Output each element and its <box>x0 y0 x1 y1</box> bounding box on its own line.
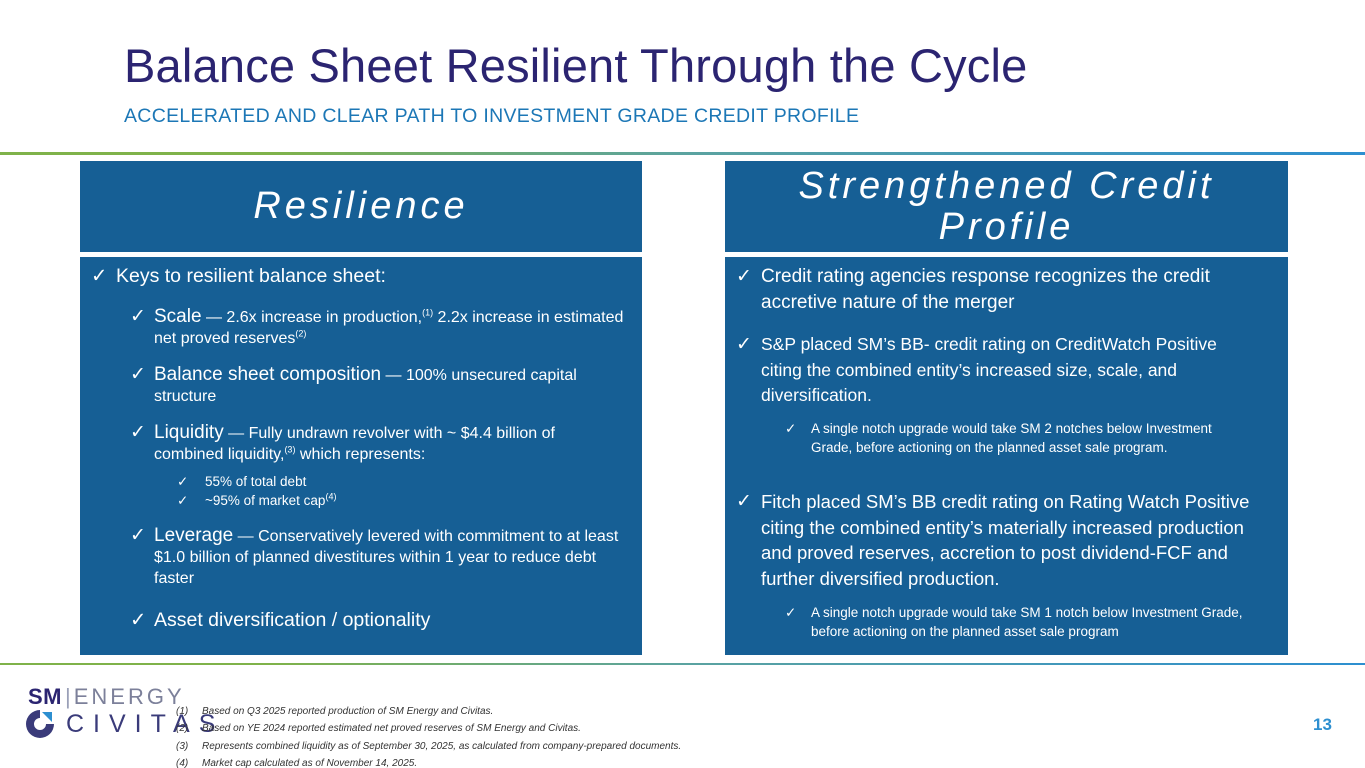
civitas-logo: CIVITAS <box>24 707 224 741</box>
sm-energy-logo: SM | ENERGY <box>28 684 185 710</box>
civitas-logo-text: CIVITAS <box>66 709 225 738</box>
top-divider <box>0 152 1365 155</box>
scale-text-b: 2.2x increase in estimated net proved re… <box>154 309 624 347</box>
page-number: 13 <box>1313 715 1332 734</box>
sp-sub-text: A single notch upgrade would take SM 2 n… <box>811 421 1212 455</box>
check-icon: ✓ <box>130 422 146 443</box>
footnote: (4) Market cap calculated as of November … <box>176 755 681 768</box>
check-icon: ✓ <box>130 306 146 327</box>
diversification-text: Asset diversification / optionality <box>154 609 431 631</box>
scale-head: Scale <box>154 306 202 327</box>
footnote-text: Represents combined liquidity as of Sept… <box>202 740 682 752</box>
check-icon: ✓ <box>736 334 752 355</box>
footnote-number: (4) <box>176 758 189 768</box>
resilience-heading: Resilience <box>80 161 642 252</box>
footnote: (3) Represents combined liquidity as of S… <box>176 738 681 755</box>
check-icon: ✓ <box>130 364 146 385</box>
liquidity-head: Liquidity <box>154 422 224 443</box>
footnote-text: Market cap calculated as of November 14,… <box>202 758 418 768</box>
sp-text: S&P placed SM’s BB- credit rating on Cre… <box>761 334 1217 405</box>
footnote-number: (2) <box>176 723 189 735</box>
check-icon: ✓ <box>736 266 752 287</box>
footnote-ref-1: (1) <box>422 307 434 318</box>
check-icon: ✓ <box>130 525 146 546</box>
footnotes: (1) Based on Q3 2025 reported production … <box>176 703 681 768</box>
agencies-text: Credit rating agencies response recogniz… <box>761 266 1210 313</box>
footnote-number: (3) <box>176 740 189 752</box>
scale-text: Scale — 2.6x increase in production,(1) … <box>154 306 624 349</box>
check-icon: ✓ <box>177 474 189 489</box>
scale-text-a: — 2.6x increase in production, <box>201 309 423 326</box>
composition-head: Balance sheet composition <box>154 364 382 385</box>
page-title: Balance Sheet Resilient Through the Cycl… <box>124 39 1028 92</box>
logo-divider: | <box>65 684 71 709</box>
liquidity-text-b: which represents: <box>295 446 426 463</box>
composition-body: — 100% unsecured capital structure <box>154 367 577 405</box>
check-icon: ✓ <box>736 491 752 512</box>
footnote: (2) Based on YE 2024 reported estimated n… <box>176 720 681 737</box>
leverage-text: Leverage — Conservatively levered with c… <box>154 525 634 589</box>
liquidity-text: Liquidity — Fully undrawn revolver with … <box>154 422 624 465</box>
market-cap-label: ~95% of market cap <box>205 493 326 508</box>
liquidity-text-a: — Fully undrawn revolver with ~ $4.4 bil… <box>154 425 555 463</box>
intro-text: Keys to resilient balance sheet: <box>116 265 386 287</box>
footnote-number: (1) <box>176 706 189 717</box>
check-icon: ✓ <box>785 421 797 436</box>
composition-text: Balance sheet composition — 100% unsecur… <box>154 364 594 407</box>
footnote-text: Based on Q3 2025 reported production of … <box>202 706 494 717</box>
page-subtitle: ACCELERATED AND CLEAR PATH TO INVESTMENT… <box>124 105 860 127</box>
sm-logo-text: SM <box>28 684 62 709</box>
check-icon: ✓ <box>130 609 147 631</box>
check-icon: ✓ <box>91 265 108 287</box>
leverage-body: — Conservatively levered with commitment… <box>154 528 619 587</box>
footnote-ref-4: (4) <box>325 491 337 502</box>
footnote: (1) Based on Q3 2025 reported production … <box>176 703 681 720</box>
bottom-divider <box>0 663 1365 665</box>
check-icon: ✓ <box>785 605 797 620</box>
credit-profile-panel: ✓ Credit rating agencies response recogn… <box>725 257 1288 655</box>
market-cap-text: ~95% of market cap(4) <box>205 492 336 509</box>
energy-logo-text: ENERGY <box>73 684 185 709</box>
credit-profile-heading: Strengthened Credit Profile <box>725 161 1288 252</box>
civitas-emblem-icon <box>26 710 54 738</box>
footnote-ref-3: (3) <box>284 444 296 455</box>
total-debt-text: 55% of total debt <box>205 474 307 489</box>
leverage-head: Leverage <box>154 525 234 546</box>
fitch-sub-text: A single notch upgrade would take SM 1 n… <box>811 605 1243 639</box>
footnote-text: Based on YE 2024 reported estimated net … <box>202 723 581 735</box>
resilience-panel: ✓ Keys to resilient balance sheet: ✓ Sca… <box>80 257 642 655</box>
fitch-text: Fitch placed SM’s BB credit rating on Ra… <box>761 491 1250 589</box>
footnote-ref-2: (2) <box>295 328 307 339</box>
check-icon: ✓ <box>177 493 189 508</box>
